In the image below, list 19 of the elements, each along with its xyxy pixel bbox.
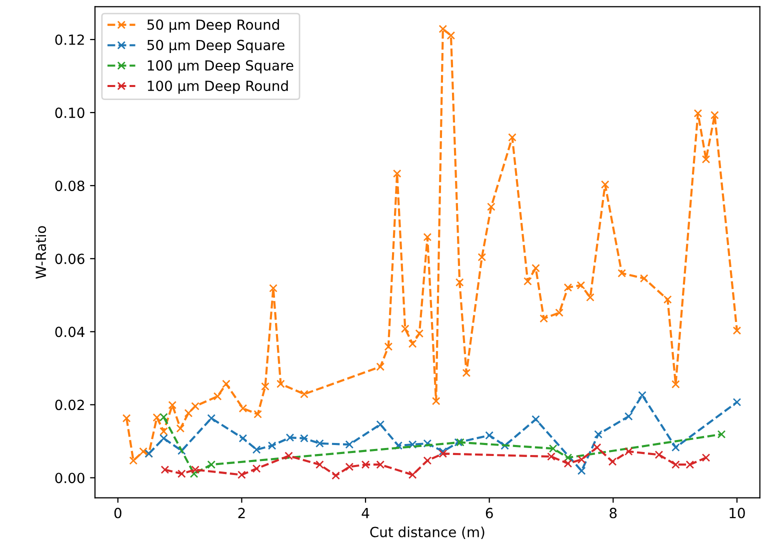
x-tick-label: 6 — [486, 508, 493, 518]
y-tick-label: 0.02 — [55, 400, 84, 410]
legend-label: 50 µm Deep Round — [147, 19, 279, 33]
x-axis-title: Cut distance (m) — [370, 526, 484, 539]
legend-label: 100 µm Deep Round — [148, 80, 288, 94]
x-tick-label: 0 — [114, 508, 122, 518]
y-tick-label: 0.08 — [55, 180, 84, 192]
y-tick-label: 0.12 — [55, 34, 84, 45]
x-tick-label: 8 — [610, 508, 617, 518]
y-tick-label: 0.10 — [55, 108, 84, 118]
y-tick-label: 0.00 — [55, 472, 84, 484]
x-tick-label: 2 — [238, 508, 245, 518]
y-axis-title: W-Ratio — [35, 226, 46, 279]
y-tick-label: 0.06 — [55, 254, 84, 264]
y-tick-label: 0.04 — [55, 326, 84, 338]
legend-label: 100 µm Deep Square — [148, 60, 294, 74]
legend-label: 50 µm Deep Square — [147, 40, 284, 53]
x-tick-label: 4 — [362, 508, 370, 518]
x-tick-label: 10 — [730, 508, 745, 518]
